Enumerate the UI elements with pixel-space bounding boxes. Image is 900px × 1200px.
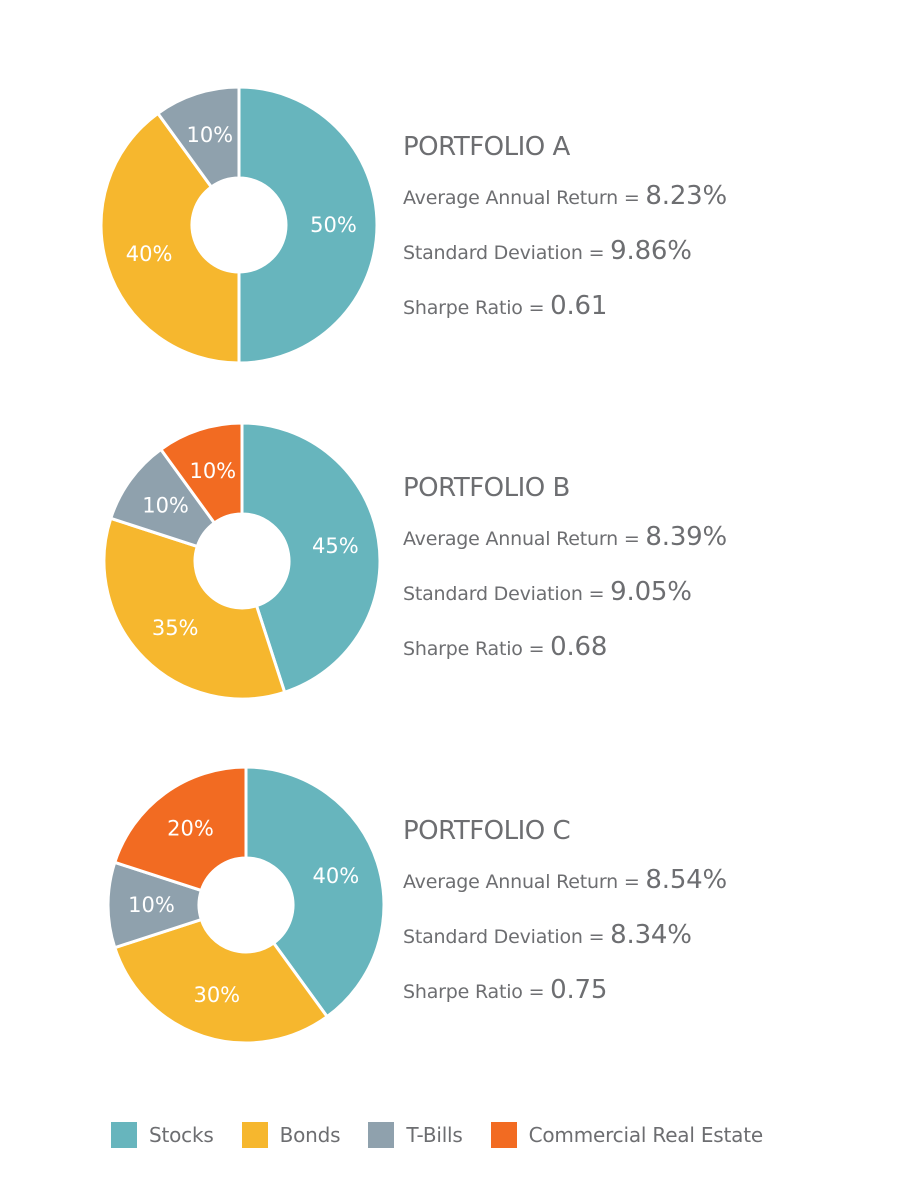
sharpe-ratio: Sharpe Ratio = 0.61 — [403, 289, 727, 325]
stat-label: Standard Deviation = — [403, 583, 611, 605]
slice-percent-label: 10% — [142, 493, 189, 517]
portfolio-a-stats: PORTFOLIO A Average Annual Return = 8.23… — [403, 132, 727, 344]
slice-percent-label: 40% — [313, 864, 360, 888]
stat-value: 9.86% — [610, 236, 692, 266]
portfolio-title: PORTFOLIO A — [403, 132, 570, 162]
legend-label: T-Bills — [406, 1123, 463, 1147]
donut-slice-bonds — [112, 917, 330, 1045]
legend-item-bonds: Bonds — [241, 1122, 341, 1148]
stat-label: Sharpe Ratio = — [403, 638, 551, 660]
donut-slice-stocks — [244, 765, 386, 1019]
slice-percent-label: 10% — [128, 893, 175, 917]
stat-value: 8.39% — [645, 522, 728, 552]
slice-percent-label: 45% — [312, 534, 359, 558]
average-annual-return: Average Annual Return = 8.54% — [403, 863, 727, 899]
legend-item-commercial-real-estate: Commercial Real Estate — [490, 1122, 764, 1148]
legend-label: Stocks — [149, 1123, 214, 1147]
stat-value: 0.75 — [550, 975, 608, 1005]
portfolio-title: PORTFOLIO C — [403, 816, 571, 846]
stat-value: 8.23% — [645, 181, 728, 211]
stat-label: Sharpe Ratio = — [403, 981, 551, 1003]
slice-percent-label: 10% — [186, 123, 233, 147]
donut-slice-t-bills — [155, 85, 241, 190]
portfolio-title: PORTFOLIO B — [403, 473, 570, 503]
slice-percent-label: 35% — [152, 616, 199, 640]
sharpe-ratio: Sharpe Ratio = 0.75 — [403, 973, 727, 1009]
average-annual-return: Average Annual Return = 8.39% — [403, 520, 727, 556]
slice-percent-label: 20% — [167, 817, 214, 841]
donut-slice-commercial-real-estate — [158, 421, 244, 526]
slice-percent-label: 10% — [189, 459, 236, 483]
slice-percent-label: 40% — [126, 242, 173, 266]
standard-deviation: Standard Deviation = 8.34% — [403, 918, 727, 954]
tbills-swatch-icon — [368, 1122, 395, 1148]
legend-item-tbills: T-Bills — [368, 1122, 463, 1148]
legend: Stocks Bonds T-Bills Commercial Real Est… — [111, 1122, 791, 1148]
stat-label: Standard Deviation = — [403, 926, 611, 948]
stat-label: Average Annual Return = — [403, 871, 646, 893]
stat-value: 0.68 — [550, 632, 608, 662]
legend-label: Commercial Real Estate — [528, 1123, 764, 1147]
portfolio-b: 45% 35% 10% 10% PORTFOLIO B Average Annual … — [0, 0, 900, 701]
donut-slice-stocks — [240, 421, 382, 695]
commercial-real-estate-swatch-icon — [490, 1122, 517, 1148]
average-annual-return: Average Annual Return = 8.23% — [403, 179, 727, 215]
legend-label: Bonds — [279, 1123, 341, 1147]
stat-label: Standard Deviation = — [403, 242, 611, 264]
portfolio-c: 40% 30% 10% 20% PORTFOLIO C Average Annual … — [0, 0, 900, 1045]
legend-item-stocks: Stocks — [111, 1122, 214, 1148]
slice-percent-label: 50% — [310, 213, 357, 237]
donut-slice-commercial-real-estate — [112, 765, 248, 893]
standard-deviation: Standard Deviation = 9.86% — [403, 234, 727, 270]
donut-slice-bonds — [99, 111, 241, 365]
donut-slice-bonds — [102, 516, 287, 701]
standard-deviation: Standard Deviation = 9.05% — [403, 575, 727, 611]
stat-value: 9.05% — [610, 577, 692, 607]
stat-label: Average Annual Return = — [403, 528, 646, 550]
sharpe-ratio: Sharpe Ratio = 0.68 — [403, 630, 727, 666]
donut-slice-stocks — [237, 85, 379, 365]
portfolio-c-stats: PORTFOLIO C Average Annual Return = 8.54… — [403, 816, 727, 1028]
stat-label: Sharpe Ratio = — [403, 297, 551, 319]
stat-label: Average Annual Return = — [403, 187, 646, 209]
stat-value: 8.54% — [645, 865, 728, 895]
slice-percent-label: 30% — [193, 983, 240, 1007]
portfolio-b-stats: PORTFOLIO B Average Annual Return = 8.39… — [403, 473, 727, 685]
stocks-swatch-icon — [111, 1122, 137, 1148]
bonds-swatch-icon — [241, 1122, 268, 1148]
stat-value: 0.61 — [550, 291, 608, 321]
portfolio-a: 50% 40% 10% PORTFOLIO A Average Annual Ret… — [0, 0, 900, 365]
stat-value: 8.34% — [610, 920, 692, 950]
